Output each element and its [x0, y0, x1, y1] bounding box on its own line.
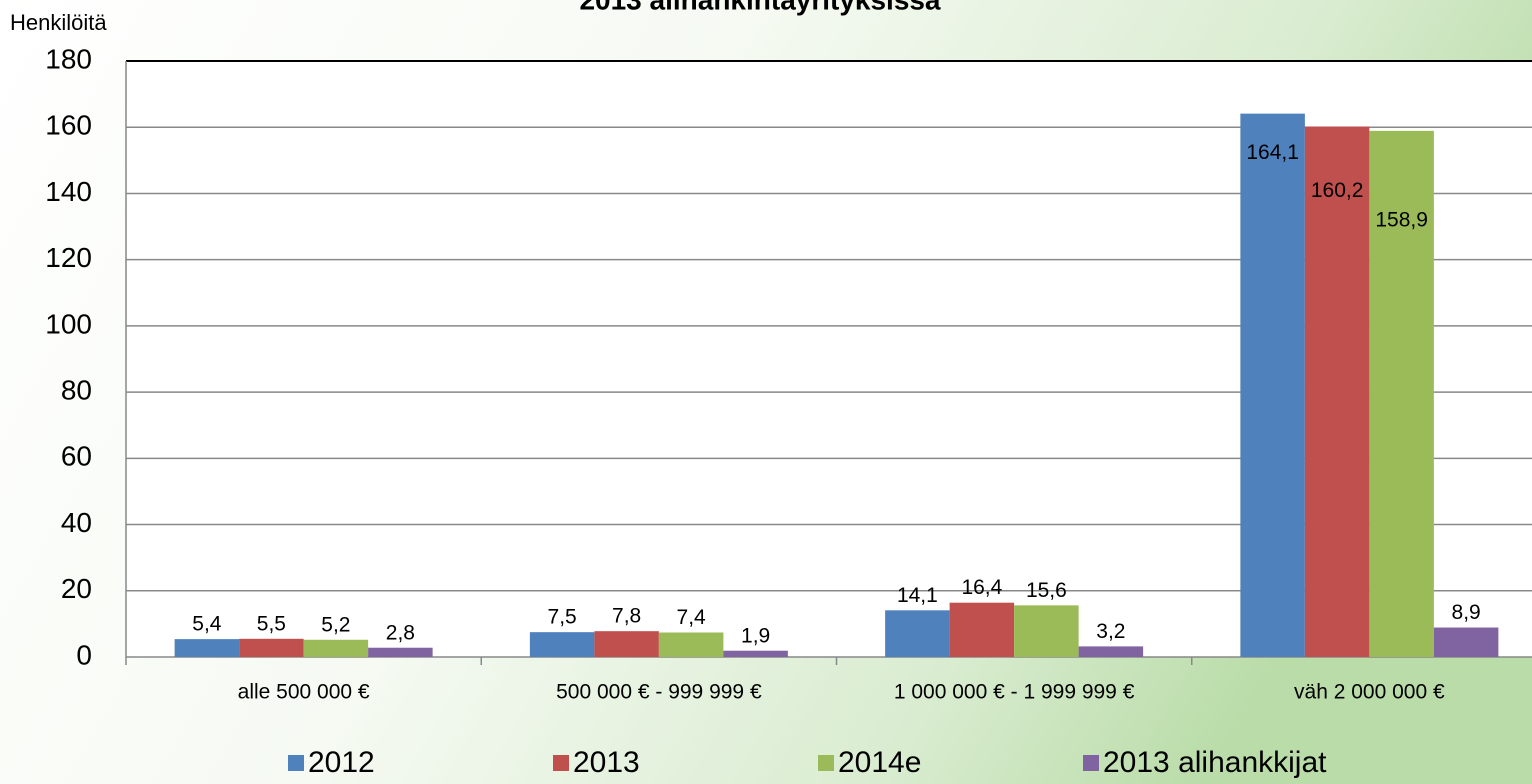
legend-label: 2012	[308, 746, 375, 779]
data-label: 164,1	[1246, 141, 1299, 164]
y-tick-label: 80	[61, 375, 92, 406]
data-label: 5,2	[321, 613, 350, 636]
bar	[594, 631, 659, 657]
bar	[1433, 627, 1499, 657]
bar	[1240, 113, 1305, 657]
bar	[529, 632, 595, 657]
bar	[1078, 646, 1144, 657]
y-tick-label: 60	[61, 441, 92, 472]
data-label: 8,9	[1452, 601, 1481, 624]
bar	[949, 602, 1015, 657]
data-label: 16,4	[961, 576, 1002, 599]
legend-swatch	[818, 755, 834, 771]
legend-swatch	[288, 755, 304, 771]
y-tick-label: 20	[61, 573, 92, 604]
x-tick-label: alle 500 000 €	[238, 681, 370, 704]
y-tick-label: 40	[61, 507, 92, 538]
bar	[885, 610, 950, 657]
legend-label: 2013	[573, 746, 640, 779]
bar	[303, 639, 369, 657]
x-tick-label: 1 000 000 € - 1 999 999 €	[894, 681, 1135, 704]
data-label: 5,4	[192, 613, 222, 636]
bar	[174, 639, 240, 657]
data-label: 7,5	[548, 606, 577, 629]
data-label: 5,5	[257, 612, 286, 635]
data-label: 1,9	[741, 624, 770, 647]
y-tick-label: 180	[45, 43, 92, 74]
data-label: 14,1	[897, 584, 938, 607]
bar	[368, 647, 433, 657]
x-tick-label: väh 2 000 000 €	[1294, 681, 1445, 704]
bar	[658, 632, 724, 657]
legend-label: 2013 alihankkijat	[1103, 746, 1327, 779]
bar	[723, 650, 788, 657]
legend-swatch	[553, 755, 569, 771]
bar	[239, 638, 304, 657]
data-label: 15,6	[1026, 579, 1067, 602]
data-label: 7,8	[612, 605, 641, 628]
data-label: 3,2	[1096, 620, 1125, 643]
x-tick-label: 500 000 € - 999 999 €	[556, 681, 762, 704]
data-label: 2,8	[386, 621, 415, 644]
legend-swatch	[1083, 755, 1099, 771]
data-label: 160,2	[1311, 179, 1364, 202]
bar	[1304, 126, 1370, 657]
y-tick-label: 160	[45, 110, 92, 141]
y-tick-label: 120	[45, 242, 92, 273]
bar	[1369, 130, 1434, 657]
y-tick-label: 100	[45, 308, 92, 339]
y-tick-label: 140	[45, 176, 92, 207]
y-axis-label: Henkilöitä	[10, 10, 107, 35]
chart-title: 2013 alihankintayrityksissä	[579, 0, 941, 15]
y-tick-label: 0	[76, 639, 92, 670]
bar	[1014, 605, 1079, 657]
data-label: 158,9	[1375, 208, 1428, 231]
data-label: 7,4	[677, 606, 707, 629]
legend-label: 2014e	[838, 746, 921, 779]
